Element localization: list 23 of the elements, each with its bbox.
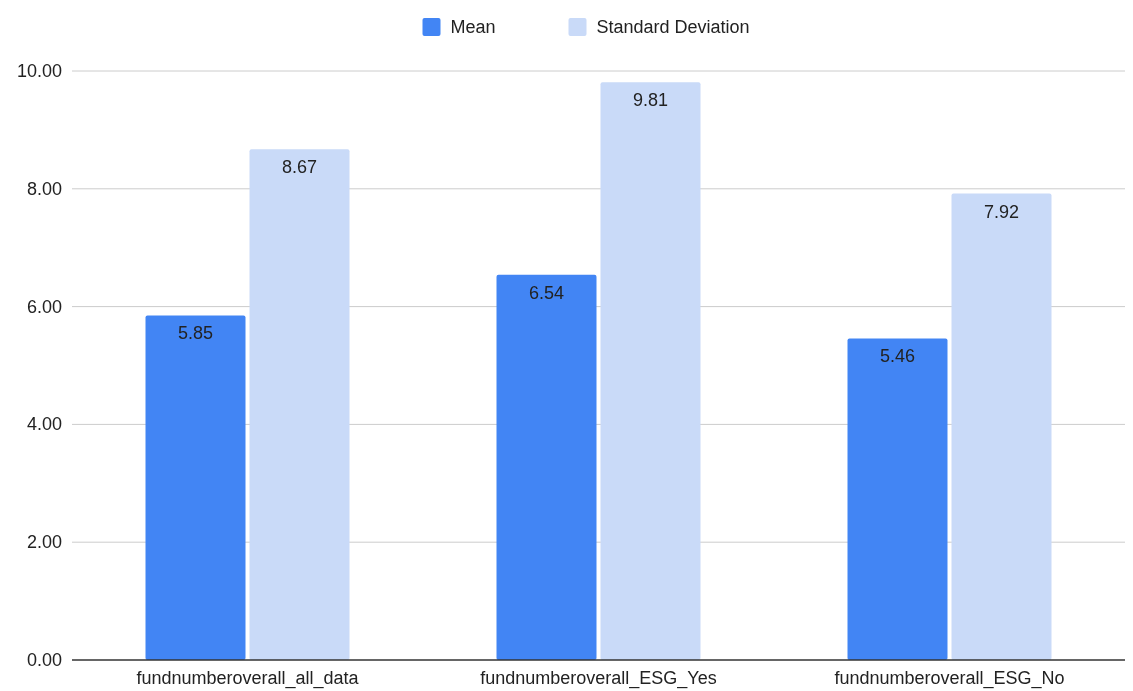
- y-tick-label: 10.00: [16, 61, 62, 81]
- data-label: 5.85: [177, 323, 214, 344]
- x-tick-label: fundnumberoverall_ESG_Yes: [480, 668, 717, 689]
- data-label: 7.92: [983, 201, 1020, 222]
- legend-label: Mean: [450, 17, 496, 37]
- x-tick-label: fundnumberoverall_all_data: [136, 668, 360, 689]
- y-tick-label: 2.00: [26, 532, 62, 553]
- data-label: 9.81: [632, 90, 669, 111]
- y-tick-label: 6.00: [26, 296, 62, 317]
- y-tick-label: 0.00: [26, 650, 62, 670]
- y-tick-label: 4.00: [26, 414, 62, 435]
- data-label: 8.67: [281, 157, 318, 178]
- y-tick-label: 8.00: [26, 178, 62, 199]
- legend-label: Standard Deviation: [596, 17, 750, 37]
- x-tick-label: fundnumberoverall_ESG_No: [834, 668, 1065, 689]
- bar: [249, 149, 350, 660]
- bar: [951, 193, 1052, 660]
- bar: [600, 82, 701, 660]
- data-label: 6.54: [528, 282, 565, 303]
- bar: [496, 274, 597, 660]
- bar: [847, 338, 948, 660]
- data-label: 5.46: [879, 346, 916, 367]
- bar: [145, 315, 246, 660]
